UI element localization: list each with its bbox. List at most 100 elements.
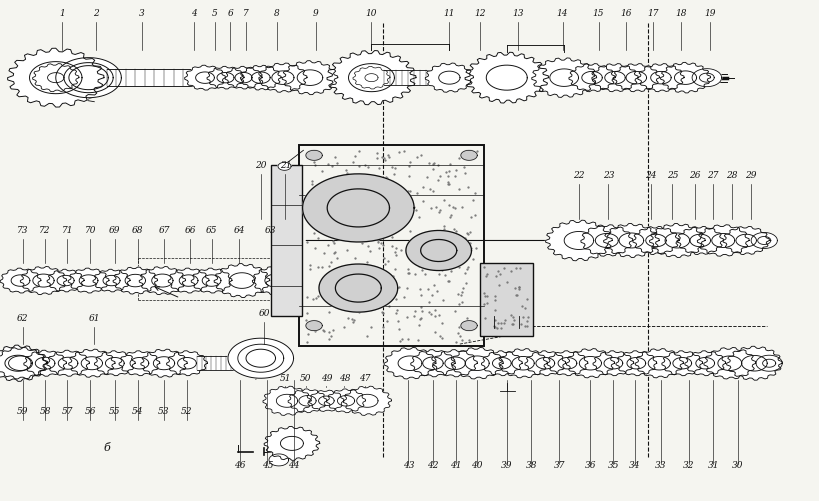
Point: [402, 269, 415, 277]
Text: 24: 24: [645, 171, 656, 180]
Point: [488, 296, 501, 304]
Point: [423, 185, 436, 193]
Text: 53: 53: [158, 407, 170, 416]
Point: [327, 276, 340, 284]
Point: [326, 289, 339, 297]
Point: [346, 315, 359, 323]
Point: [309, 295, 322, 303]
Text: 13: 13: [512, 9, 523, 18]
Point: [311, 292, 324, 300]
Point: [428, 159, 441, 167]
Point: [410, 153, 423, 161]
Point: [328, 153, 341, 161]
Point: [408, 270, 421, 278]
Text: 32: 32: [682, 461, 694, 470]
Point: [401, 270, 414, 278]
Polygon shape: [0, 268, 41, 293]
Point: [441, 180, 455, 188]
Point: [420, 173, 433, 181]
Text: 3: 3: [138, 9, 145, 18]
Point: [370, 209, 383, 217]
Point: [422, 159, 435, 167]
Point: [391, 148, 405, 156]
Point: [319, 179, 333, 187]
Point: [351, 282, 364, 290]
Point: [375, 308, 388, 316]
Point: [428, 328, 441, 336]
Point: [346, 217, 360, 225]
Polygon shape: [524, 351, 565, 376]
Polygon shape: [168, 268, 209, 293]
Point: [436, 319, 449, 327]
Point: [416, 183, 429, 191]
Point: [316, 197, 329, 205]
Point: [429, 203, 442, 211]
Point: [305, 176, 318, 184]
Point: [328, 184, 341, 192]
Point: [309, 154, 322, 162]
Point: [305, 295, 319, 303]
Point: [363, 247, 376, 255]
Point: [331, 298, 344, 306]
Point: [301, 309, 314, 317]
Polygon shape: [726, 346, 781, 380]
Point: [352, 162, 365, 170]
Point: [478, 292, 491, 300]
Point: [461, 182, 474, 190]
Polygon shape: [615, 351, 656, 376]
Point: [455, 336, 468, 344]
Point: [324, 259, 337, 267]
Point: [448, 171, 461, 179]
Point: [371, 238, 384, 246]
Point: [419, 245, 432, 254]
Point: [376, 221, 389, 229]
Point: [362, 212, 375, 220]
Point: [388, 164, 401, 172]
Point: [436, 334, 449, 342]
Point: [411, 262, 424, 270]
Point: [390, 306, 403, 314]
Point: [355, 182, 368, 190]
Point: [477, 289, 490, 297]
Point: [324, 279, 337, 287]
Text: 14: 14: [556, 9, 568, 18]
Point: [459, 252, 473, 260]
Polygon shape: [460, 321, 477, 331]
Polygon shape: [264, 426, 319, 460]
Point: [468, 189, 481, 197]
Point: [448, 203, 461, 211]
Point: [319, 276, 333, 284]
Point: [497, 319, 510, 327]
Point: [324, 273, 337, 281]
Point: [383, 284, 396, 292]
Point: [317, 249, 330, 257]
Point: [308, 155, 321, 163]
Point: [424, 232, 437, 240]
Point: [360, 200, 373, 208]
Point: [518, 305, 531, 313]
Point: [397, 293, 410, 301]
Point: [438, 272, 451, 280]
Point: [431, 176, 444, 184]
Point: [441, 178, 454, 186]
Point: [333, 264, 346, 272]
Text: 42: 42: [427, 461, 438, 470]
Point: [382, 302, 396, 310]
Text: 45: 45: [261, 461, 273, 470]
Point: [402, 162, 415, 170]
Point: [493, 270, 506, 278]
Point: [437, 196, 450, 204]
Point: [441, 180, 454, 188]
Point: [504, 267, 517, 275]
Point: [432, 207, 446, 215]
Point: [395, 335, 408, 343]
Point: [480, 299, 493, 307]
Point: [364, 267, 377, 275]
Polygon shape: [755, 355, 781, 371]
Text: 64: 64: [233, 226, 245, 235]
Point: [319, 206, 332, 214]
Point: [372, 290, 385, 298]
Text: 28: 28: [726, 171, 737, 180]
Point: [376, 309, 389, 317]
Point: [518, 322, 532, 330]
